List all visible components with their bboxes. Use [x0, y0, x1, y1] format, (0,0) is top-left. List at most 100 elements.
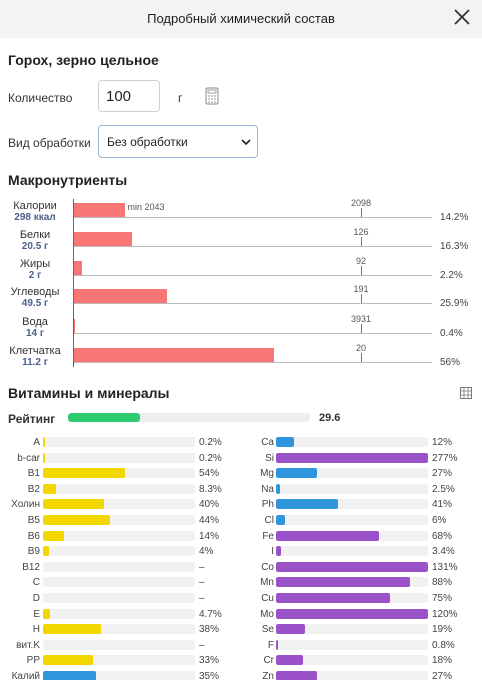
nutrient-row: D – [0, 592, 482, 605]
nutrient-row: Cr 18% [0, 654, 482, 667]
macro-row: Калории 298 ккал 2098 14.2% [0, 198, 482, 228]
nutrient-bar-fill [276, 483, 280, 494]
nutrient-percent: 12% [432, 437, 453, 448]
nutrient-bar [276, 655, 428, 666]
nutrient-name: Co [261, 561, 274, 573]
nutrient-name: Калий [11, 671, 40, 680]
macro-min-label: min 2043 [127, 202, 165, 212]
nutrient-bar [276, 577, 428, 588]
macro-baseline [74, 275, 432, 276]
nutrient-percent: – [199, 561, 205, 573]
macro-name: Углеводы [10, 286, 60, 298]
nutrient-name: B2 [27, 483, 40, 495]
nutrient-bar-fill [276, 437, 295, 447]
nutrient-bar [43, 577, 195, 588]
nutrient-row: Ca 12% [0, 436, 482, 449]
nutrient-bar [276, 593, 428, 603]
macro-section-title: Макронутриенты [8, 172, 128, 188]
quantity-input[interactable] [98, 80, 160, 112]
calculator-icon[interactable] [205, 87, 219, 105]
nutrient-name: Cl [264, 515, 274, 526]
macro-row: Вода 14 г 3931 0.4% [0, 314, 482, 344]
macro-max-label: 2098 [350, 198, 372, 208]
nutrient-percent: 0.2% [199, 452, 222, 464]
table-icon[interactable] [460, 387, 472, 399]
macro-bar [74, 319, 75, 334]
nutrient-percent: 40% [199, 499, 220, 511]
nutrient-percent: 4% [199, 546, 214, 558]
processing-select[interactable]: Без обработки [98, 125, 258, 158]
nutrient-bar [276, 546, 428, 557]
processing-label: Вид обработки [8, 136, 91, 150]
macro-value: 11.2 г [22, 357, 48, 368]
rating-value: 29.6 [319, 412, 341, 424]
nutrient-bar [43, 546, 195, 557]
nutrient-percent: – [199, 577, 205, 589]
macro-percent: 56% [440, 357, 461, 368]
nutrient-percent: 27% [432, 671, 453, 680]
macro-max-tick [361, 208, 362, 217]
vitamins-section-title: Витамины и минералы [8, 385, 170, 401]
nutrient-name: PP [26, 655, 40, 667]
nutrient-bar [43, 624, 195, 635]
macro-percent: 2.2% [440, 270, 463, 281]
nutrient-bar-fill [43, 530, 65, 541]
nutrient-percent: – [199, 593, 205, 604]
macro-value: 14 г [25, 328, 45, 339]
nutrient-bar-fill [43, 515, 110, 525]
nutrient-name: Mn [260, 577, 274, 589]
dialog-header: Подробный химический состав [0, 0, 482, 38]
nutrient-percent: 277% [432, 452, 458, 464]
nutrient-bar [276, 452, 428, 463]
nutrient-name: Zn [262, 671, 274, 680]
nutrient-bar [43, 515, 195, 525]
nutrient-name: F [267, 639, 274, 651]
macro-name: Белки [19, 229, 51, 241]
nutrient-row: Калий 35% [0, 670, 482, 680]
nutrient-bar-fill [43, 483, 56, 494]
nutrient-percent: 6% [432, 515, 447, 526]
nutrient-name: B6 [27, 530, 40, 542]
nutrient-bar [43, 671, 195, 680]
nutrient-bar-fill [276, 499, 339, 510]
macro-max-label: 3931 [350, 314, 372, 324]
nutrient-row: Si 277% [0, 452, 482, 465]
nutrient-row: A 0.2% [0, 436, 482, 449]
nutrient-row: Cl 6% [0, 514, 482, 527]
nutrient-bar-fill [276, 546, 282, 557]
macro-baseline [74, 303, 432, 304]
nutrient-row: Mo 120% [0, 608, 482, 621]
nutrient-bar [43, 437, 195, 447]
macro-axis [73, 199, 74, 367]
nutrient-bar [43, 608, 195, 619]
nutrient-row: Холин 40% [0, 498, 482, 511]
nutrient-bar-fill [43, 468, 126, 479]
nutrient-bar-fill [43, 655, 94, 666]
nutrient-bar-fill [276, 452, 428, 463]
macro-row: Клетчатка 11.2 г 20 56% [0, 343, 482, 373]
quantity-label: Количество [8, 91, 73, 105]
nutrient-name: A [33, 437, 40, 448]
nutrient-percent: 2.5% [432, 483, 455, 495]
close-icon[interactable] [452, 7, 472, 27]
macro-bar [74, 348, 274, 363]
nutrient-row: I 3.4% [0, 545, 482, 558]
macro-row: Жиры 2 г 92 2.2% [0, 256, 482, 286]
nutrient-bar [276, 530, 428, 541]
nutrient-bar-fill [276, 515, 286, 525]
nutrient-bar [43, 530, 195, 541]
nutrient-bar-fill [276, 655, 304, 666]
nutrient-name: Fe [262, 530, 274, 542]
rating-bar [68, 413, 310, 422]
nutrient-name: Холин [11, 499, 40, 511]
dialog-title: Подробный химический состав [147, 11, 335, 26]
macro-max-label: 20 [355, 343, 367, 353]
macro-row: Белки 20.5 г 126 16.3% [0, 227, 482, 257]
nutrient-row: вит.K – [0, 639, 482, 652]
nutrient-bar-fill [276, 468, 318, 479]
nutrient-name: Ph [261, 499, 274, 511]
macro-max-label: 126 [353, 227, 369, 237]
nutrient-name: Si [265, 452, 274, 464]
nutrient-bar-fill [276, 639, 278, 650]
nutrient-bar [43, 639, 195, 650]
